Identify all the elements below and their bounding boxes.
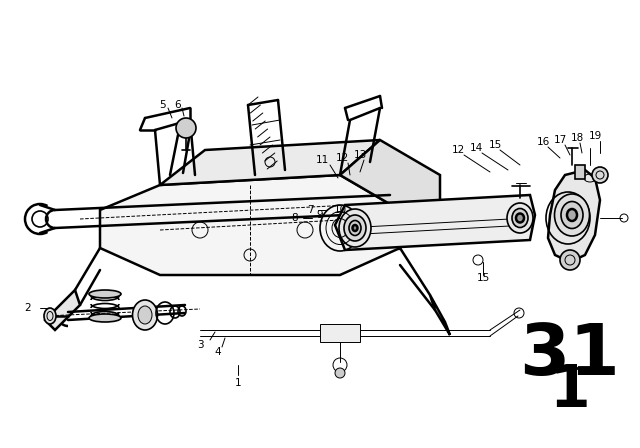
Bar (320, 324, 360, 342)
Text: 12: 12 (451, 145, 465, 155)
Text: 16: 16 (536, 137, 550, 147)
Text: 1: 1 (550, 362, 590, 418)
Text: 1: 1 (235, 378, 241, 388)
Text: 12: 12 (335, 153, 349, 163)
Circle shape (335, 368, 345, 378)
Circle shape (176, 118, 196, 138)
Text: 2: 2 (25, 303, 31, 313)
Ellipse shape (138, 306, 152, 324)
Text: 3: 3 (196, 340, 204, 350)
Ellipse shape (339, 209, 371, 247)
Polygon shape (45, 290, 80, 330)
Ellipse shape (132, 300, 157, 330)
Ellipse shape (561, 202, 583, 228)
Text: 31: 31 (520, 320, 620, 389)
Ellipse shape (349, 220, 361, 236)
Text: 14: 14 (469, 143, 483, 153)
Ellipse shape (89, 290, 121, 298)
Polygon shape (430, 295, 450, 335)
Polygon shape (548, 170, 600, 262)
Text: 11: 11 (316, 155, 328, 165)
Polygon shape (160, 140, 380, 185)
Ellipse shape (512, 208, 528, 228)
Ellipse shape (567, 209, 577, 221)
Text: 15: 15 (476, 273, 490, 283)
Circle shape (560, 250, 580, 270)
Text: 7: 7 (307, 205, 314, 215)
Circle shape (592, 167, 608, 183)
Ellipse shape (344, 215, 366, 241)
Text: 15: 15 (488, 140, 502, 150)
Text: 4: 4 (214, 347, 221, 357)
Ellipse shape (44, 308, 56, 324)
Text: 6: 6 (175, 100, 181, 110)
Ellipse shape (89, 314, 121, 322)
Text: 8: 8 (292, 213, 298, 223)
Ellipse shape (554, 194, 589, 236)
Polygon shape (340, 140, 440, 248)
Ellipse shape (516, 214, 524, 223)
Text: 10: 10 (333, 205, 347, 215)
Text: 17: 17 (554, 135, 566, 145)
Ellipse shape (507, 203, 533, 233)
Polygon shape (100, 175, 400, 275)
Text: 5: 5 (159, 100, 165, 110)
Text: 19: 19 (588, 131, 602, 141)
Text: 13: 13 (353, 150, 367, 160)
Text: 9: 9 (317, 210, 323, 220)
Polygon shape (335, 195, 535, 250)
Ellipse shape (353, 225, 358, 231)
Bar (575, 165, 585, 179)
Text: 18: 18 (570, 133, 584, 143)
